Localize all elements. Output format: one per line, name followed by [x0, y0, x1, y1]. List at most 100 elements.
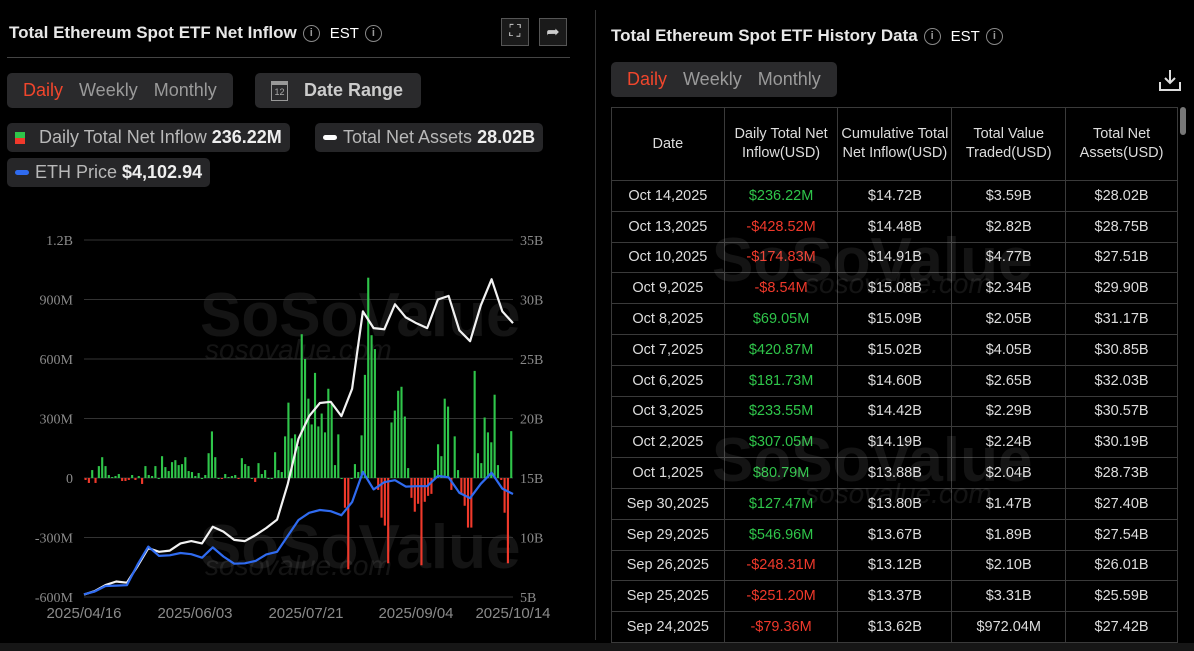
legend-daily-inflow[interactable]: Daily Total Net Inflow 236.22M [7, 123, 290, 152]
left-axis-tick: 900M [40, 294, 74, 309]
eth-price-line [83, 470, 514, 596]
inflow-bar [101, 457, 104, 478]
daily-inflow-cell: $307.05M [723, 426, 839, 459]
right-axis-tick: 30B [520, 294, 543, 309]
inflow-bar [240, 458, 243, 478]
tab-daily[interactable]: Daily [627, 69, 668, 89]
cumulative-inflow-cell: $13.88B [837, 457, 953, 489]
value-traded-cell: $3.31B [951, 580, 1067, 613]
inflow-bar [440, 456, 443, 478]
inflow-bar [117, 474, 120, 478]
inflow-bar [170, 462, 174, 478]
table-title: Total Ethereum Spot ETF History Data i EST… [611, 26, 1003, 46]
table-row[interactable]: Oct 13,2025 -$428.52M $14.48B $2.82B $28.75B [611, 210, 1178, 243]
inflow-bar [157, 478, 160, 479]
inflow-bar [284, 436, 287, 478]
left-axis-tick: -300M [35, 532, 74, 547]
legend-value: 236.22M [211, 127, 282, 147]
table-row[interactable]: Oct 9,2025 -$8.54M $15.08B $2.34B $29.90B [611, 272, 1178, 305]
inflow-bar [230, 476, 233, 478]
download-icon[interactable] [1158, 68, 1182, 92]
inflow-bar [500, 478, 503, 480]
inflow-bar [420, 478, 423, 566]
net-assets-cell: $28.75B [1065, 210, 1178, 243]
inflow-bar [84, 478, 87, 480]
date-cell: Oct 10,2025 [611, 241, 725, 274]
cumulative-inflow-cell: $13.12B [837, 549, 953, 582]
net-assets-cell: $31.17B [1065, 303, 1178, 335]
inflow-bar [383, 478, 386, 526]
net-assets-cell: $30.19B [1065, 426, 1178, 459]
inflow-bar [217, 478, 220, 479]
inflow-bar [184, 457, 187, 478]
right-axis-tick: 25B [520, 353, 543, 368]
left-axis-tick: -600M [35, 591, 74, 606]
table-row[interactable]: Sep 30,2025 $127.47M $13.80B $1.47B $27.40B [611, 487, 1178, 520]
legend-label: ETH Price [35, 162, 118, 182]
inflow-bar [347, 478, 350, 570]
net-assets-cell: $29.90B [1065, 272, 1178, 305]
inflow-bar [280, 472, 283, 478]
inflow-bar [496, 465, 499, 478]
inflow-bar [413, 478, 416, 512]
inflow-bar [141, 478, 144, 484]
table-row[interactable]: Oct 6,2025 $181.73M $14.60B $2.65B $32.03B [611, 364, 1178, 397]
inflow-bar [357, 472, 360, 478]
value-traded-cell: $1.47B [951, 487, 1067, 520]
date-range-label: Date Range [304, 80, 404, 100]
left-axis-tick: 0 [66, 472, 73, 487]
inflow-bar [380, 478, 383, 518]
tab-daily[interactable]: Daily [23, 80, 64, 100]
cumulative-inflow-cell: $14.48B [837, 210, 953, 243]
date-range-button[interactable]: 12 Date Range [255, 73, 421, 108]
inflow-bar [337, 434, 340, 478]
legend-eth-price[interactable]: ETH Price $4,102.94 [7, 158, 211, 187]
inflow-bar [490, 442, 493, 478]
table-row[interactable]: Sep 24,2025 -$79.36M $13.62B $972.04M $27.42… [611, 611, 1178, 643]
table-row[interactable]: Sep 26,2025 -$248.31M $13.12B $2.10B $26.01B [611, 549, 1178, 582]
table-row[interactable]: Sep 29,2025 $546.96M $13.67B $1.89B $27.54B [611, 518, 1178, 551]
table-scrollbar[interactable] [1180, 107, 1186, 135]
chart-title: Total Ethereum Spot ETF Net Inflow i EST i [9, 23, 382, 43]
inflow-bar [400, 386, 403, 478]
fullscreen-icon[interactable]: ⛶ [501, 18, 529, 46]
table-row[interactable]: Oct 10,2025 -$174.83M $14.91B $4.77B $27.51B [611, 241, 1178, 274]
inflow-bar [390, 422, 393, 478]
inflow-bar [247, 466, 250, 478]
table-row[interactable]: Sep 25,2025 -$251.20M $13.37B $3.31B $25.59B [611, 580, 1178, 613]
tab-monthly[interactable]: Monthly [757, 69, 821, 89]
table-row[interactable]: Oct 8,2025 $69.05M $15.09B $2.05B $31.17B [611, 303, 1178, 335]
share-icon[interactable]: ➦ [539, 18, 567, 46]
timezone-info-icon[interactable]: i [364, 25, 382, 43]
table-row[interactable]: Oct 1,2025 $80.79M $13.88B $2.04B $28.73B [611, 457, 1178, 489]
value-traded-cell: $2.65B [951, 364, 1067, 397]
date-cell: Sep 24,2025 [611, 611, 725, 643]
inflow-bar [503, 478, 506, 513]
table-row[interactable]: Oct 2,2025 $307.05M $14.19B $2.24B $30.19B [611, 426, 1178, 459]
table-row[interactable]: Oct 14,2025 $236.22M $14.72B $3.59B $28.02B [611, 180, 1178, 212]
net-assets-cell: $28.02B [1065, 180, 1178, 212]
tab-weekly[interactable]: Weekly [683, 69, 742, 89]
inflow-bar [114, 476, 117, 478]
timezone-info-icon[interactable]: i [985, 28, 1003, 46]
tab-weekly[interactable]: Weekly [79, 80, 138, 100]
info-icon[interactable]: i [302, 25, 320, 43]
table-row[interactable]: Oct 3,2025 $233.55M $14.42B $2.29B $30.57B [611, 395, 1178, 428]
inflow-bar [224, 474, 227, 478]
x-axis-tick: 2025/07/21 [268, 605, 343, 622]
legend-net-assets[interactable]: Total Net Assets 28.02B [315, 123, 544, 152]
inflow-bar [330, 402, 333, 478]
inflow-bar [320, 413, 323, 478]
net-assets-cell: $27.51B [1065, 241, 1178, 274]
inflow-bar [310, 424, 313, 478]
inflow-bar [317, 426, 320, 478]
net-assets-cell: $32.03B [1065, 364, 1178, 397]
table-row[interactable]: Oct 7,2025 $420.87M $15.02B $4.05B $30.85B [611, 333, 1178, 366]
tab-monthly[interactable]: Monthly [153, 80, 217, 100]
column-header: Daily Total Net Inflow(USD) [723, 107, 839, 181]
net-assets-cell: $27.40B [1065, 487, 1178, 520]
table-period-tabs: Daily Weekly Monthly [611, 62, 837, 97]
inflow-bar [303, 359, 307, 478]
info-icon[interactable]: i [923, 28, 941, 46]
net-assets-cell: $28.73B [1065, 457, 1178, 489]
